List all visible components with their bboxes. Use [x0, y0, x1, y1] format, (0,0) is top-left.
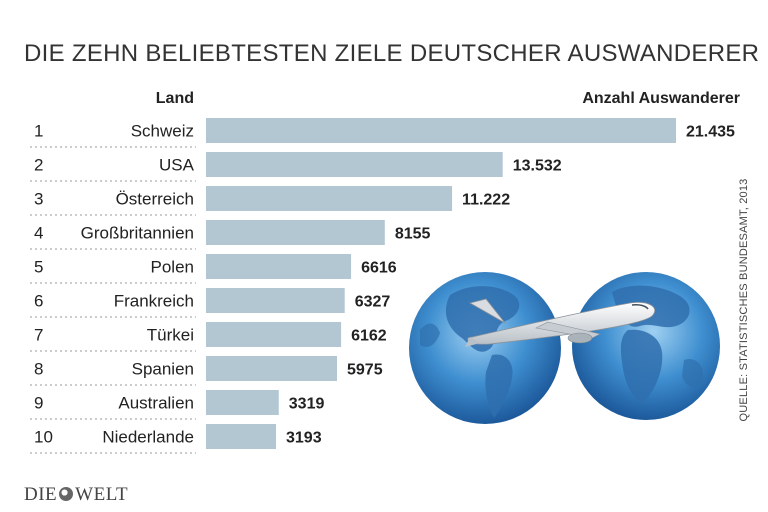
- value-label: 6616: [361, 260, 397, 277]
- country-label: Polen: [151, 258, 194, 277]
- column-header-count: Anzahl Auswanderer: [582, 90, 740, 107]
- rank-label: 5: [34, 258, 43, 277]
- value-label: 3193: [286, 430, 322, 447]
- country-label: Spanien: [132, 360, 194, 379]
- value-label: 21.435: [686, 124, 735, 141]
- rank-label: 6: [34, 292, 43, 311]
- column-header-land: Land: [155, 90, 194, 107]
- value-label: 6162: [351, 328, 387, 345]
- value-label: 5975: [347, 362, 383, 379]
- logo-text-right: WELT: [75, 484, 129, 505]
- country-label: Österreich: [116, 190, 194, 209]
- country-label: Türkei: [147, 326, 194, 345]
- rank-label: 3: [34, 190, 43, 209]
- rank-label: 9: [34, 394, 43, 413]
- airplane-icon: [465, 298, 656, 347]
- bar: [206, 424, 277, 449]
- logo-text-left: DIE: [24, 484, 58, 505]
- country-label: Australien: [118, 394, 194, 413]
- value-label: 3319: [289, 396, 325, 413]
- country-label: Schweiz: [131, 122, 194, 141]
- source-note: QUELLE: STATISTISCHES BUNDESAMT, 2013: [738, 178, 750, 422]
- bar: [206, 356, 338, 381]
- value-label: 11.222: [462, 192, 510, 209]
- bar: [206, 322, 342, 347]
- bar: [206, 390, 279, 415]
- bar: [206, 254, 352, 279]
- rank-label: 10: [34, 428, 53, 447]
- bar: [206, 118, 676, 143]
- country-label: Großbritannien: [81, 224, 194, 243]
- bar: [206, 186, 453, 211]
- country-label: Frankreich: [114, 292, 194, 311]
- rank-label: 2: [34, 156, 43, 175]
- country-label: Niederlande: [102, 428, 194, 447]
- bar: [206, 152, 503, 177]
- country-label: USA: [159, 156, 195, 175]
- die-welt-logo: DIE WELT: [24, 484, 128, 506]
- value-label: 13.532: [513, 158, 562, 175]
- rank-label: 8: [34, 360, 43, 379]
- bar: [206, 220, 385, 245]
- rank-label: 4: [34, 224, 43, 243]
- chart-title: DIE ZEHN BELIEBTESTEN ZIELE DEUTSCHER AU…: [24, 40, 760, 67]
- globe-left-icon: [409, 272, 561, 424]
- value-label: 8155: [395, 226, 431, 243]
- rank-label: 1: [34, 122, 43, 141]
- rank-label: 7: [34, 326, 43, 345]
- bar: [206, 288, 345, 313]
- value-label: 6327: [355, 294, 391, 311]
- logo-globe-icon: [59, 487, 74, 501]
